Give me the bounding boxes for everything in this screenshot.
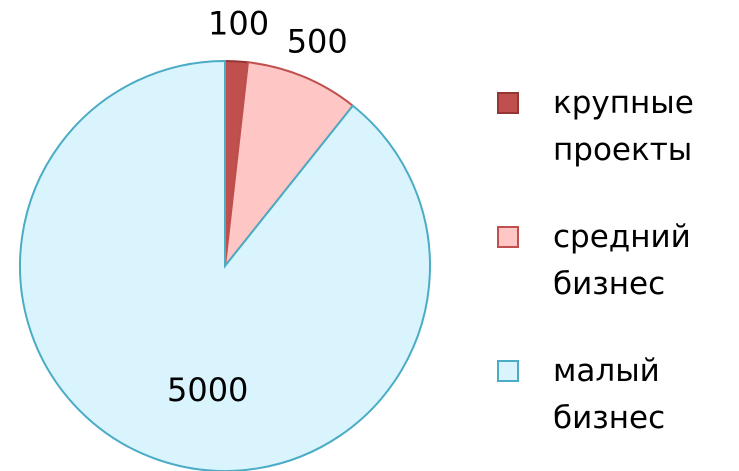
legend-label: малый бизнес: [553, 353, 666, 436]
legend-label: средний бизнес: [553, 219, 691, 302]
legend-entry: средний бизнес: [497, 214, 737, 308]
legend-swatch: [497, 92, 519, 114]
data-label: 100: [208, 4, 269, 42]
data-label: 500: [287, 22, 348, 60]
legend-label: крупные проекты: [553, 85, 694, 168]
data-label: 5000: [167, 371, 248, 409]
legend-entry: крупные проекты: [497, 80, 737, 174]
pie-slice: [223, 61, 355, 270]
pie-slice: [19, 59, 431, 471]
legend-entry: малый бизнес: [497, 348, 737, 442]
legend-swatch: [497, 360, 519, 382]
legend-swatch: [497, 226, 519, 248]
